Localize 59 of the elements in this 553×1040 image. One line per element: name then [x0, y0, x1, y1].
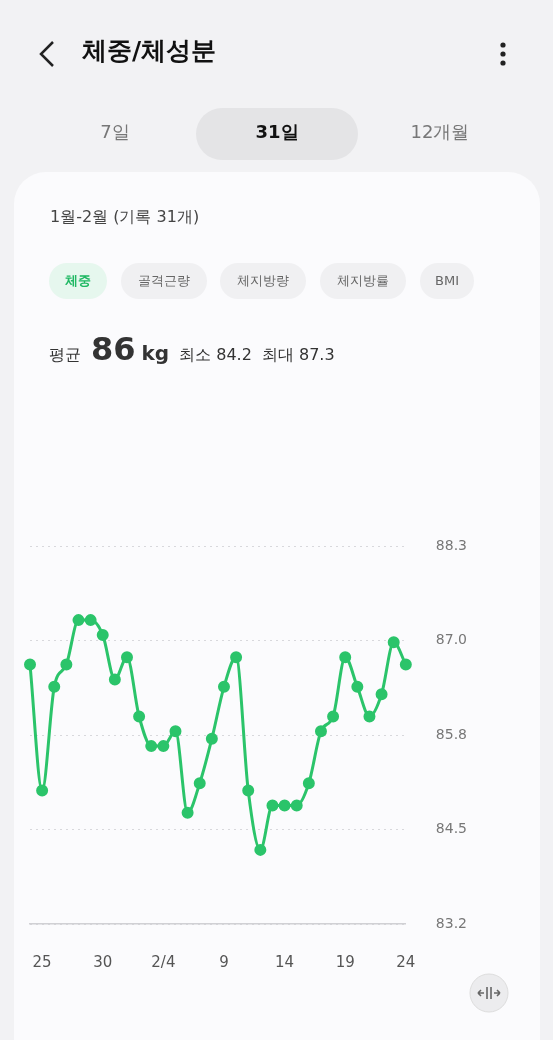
- point: [72, 614, 85, 627]
- point: [302, 777, 315, 790]
- point: [108, 673, 121, 686]
- x-tick-label: 25: [32, 952, 52, 971]
- text: 체중: [49, 263, 107, 299]
- text: 86: [91, 330, 136, 368]
- x-tick-label: 14: [275, 952, 295, 971]
- point: [399, 658, 412, 671]
- point: [339, 651, 352, 664]
- point: [120, 651, 133, 664]
- point: [36, 784, 49, 797]
- point: [217, 680, 230, 693]
- y-tick-label: 88.3: [435, 536, 467, 553]
- point: [314, 725, 327, 738]
- text: 체지방량: [220, 263, 306, 299]
- text: 12개월: [409, 120, 471, 144]
- point: [96, 628, 109, 641]
- text: 골격근량: [121, 263, 207, 299]
- point: [363, 710, 376, 723]
- x-tick-label: 19: [335, 952, 355, 971]
- point: [327, 710, 340, 723]
- point: [242, 784, 255, 797]
- x-tick-label: 9: [219, 952, 229, 971]
- text: 31일: [254, 120, 300, 144]
- text: 체지방률: [320, 263, 406, 299]
- y-tick-label: 85.8: [435, 725, 467, 742]
- text: 7일: [99, 120, 131, 144]
- point: [205, 732, 218, 745]
- point: [266, 799, 279, 812]
- text: kg: [141, 341, 170, 365]
- point: [230, 651, 243, 664]
- y-tick-label: 84.5: [435, 820, 467, 837]
- chart-subtitle: 1월-2월 (기록 31개): [50, 207, 200, 228]
- point: [48, 680, 61, 693]
- chart-title: 체중/체성분: [82, 35, 217, 67]
- text: 최대 87.3: [261, 345, 335, 364]
- point: [290, 799, 303, 812]
- text: 최소 84.2: [179, 345, 252, 364]
- point: [278, 799, 291, 812]
- point: [24, 658, 36, 671]
- point: [133, 710, 146, 723]
- point: [181, 806, 194, 819]
- point: [84, 614, 97, 627]
- point: [193, 777, 206, 790]
- x-tick-label: 24: [396, 952, 416, 971]
- point: [351, 680, 364, 693]
- point: [60, 658, 73, 671]
- point: [254, 843, 267, 856]
- x-tick-label: 30: [93, 952, 113, 971]
- y-tick-label: 87.0: [435, 631, 467, 648]
- text: BMI: [420, 263, 474, 299]
- point: [145, 740, 158, 753]
- y-tick-label: 83.2: [435, 914, 467, 931]
- point: [375, 688, 388, 701]
- x-tick-label: 2/4: [151, 952, 176, 971]
- point: [169, 725, 182, 738]
- point: [387, 636, 400, 649]
- text: 평균: [49, 345, 81, 364]
- point: [157, 740, 170, 753]
